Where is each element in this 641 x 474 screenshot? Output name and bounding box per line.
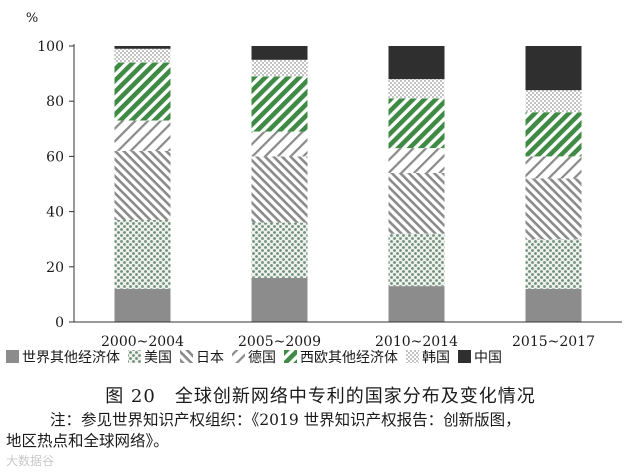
bar-segment-中国 [388, 46, 445, 80]
legend-label: 韩国 [422, 350, 450, 366]
y-tick-label: 40 [46, 205, 64, 221]
y-axis-label: % [26, 11, 38, 26]
x-tick-label: 2015~2017 [512, 334, 595, 350]
x-tick-label: 2010~2014 [375, 334, 458, 350]
bar-stack-2005~2009 [251, 46, 308, 322]
bar-segment-中国 [251, 46, 308, 60]
y-tick-label: 100 [37, 39, 64, 55]
legend-label: 世界其他经济体 [22, 350, 120, 366]
bar-segment-世界其他经济体 [251, 277, 308, 322]
bar-segment-美国 [525, 239, 582, 289]
legend-swatch [406, 350, 419, 363]
bar-segment-西欧其他经济体 [388, 98, 445, 149]
legend-swatch [458, 350, 471, 363]
legend-label: 西欧其他经济体 [300, 350, 398, 366]
y-tick-label: 60 [46, 149, 64, 165]
bar-segment-韩国 [251, 59, 308, 77]
note-line-2: 地区热点和全球网络》。 [6, 432, 169, 450]
bar-segment-西欧其他经济体 [525, 112, 582, 157]
legend-swatch [128, 350, 141, 363]
stacked-bar-chart: 0 20 40 60 80 100% 2000~2004 2005~2009 2010~2014… [6, 11, 622, 366]
bar-segment-韩国 [388, 79, 445, 99]
y-tick-label: 80 [46, 94, 64, 110]
legend-swatch [284, 350, 297, 363]
bar-segment-中国 [525, 46, 582, 91]
bar-segment-世界其他经济体 [388, 286, 445, 322]
bar-segment-美国 [114, 219, 171, 289]
bar-segment-美国 [251, 222, 308, 278]
bar-segment-美国 [388, 233, 445, 287]
bar-stack-2010~2014 [388, 46, 445, 322]
bar-segment-日本 [251, 156, 308, 223]
bar-segment-日本 [525, 178, 582, 240]
bar-segment-日本 [388, 172, 445, 234]
bar-segment-世界其他经济体 [525, 288, 582, 322]
legend-swatch [232, 350, 245, 363]
bar-segment-西欧其他经济体 [251, 76, 308, 132]
bar-segment-西欧其他经济体 [114, 62, 171, 121]
legend-label: 德国 [248, 350, 276, 366]
legend-item: 中国 [458, 350, 502, 366]
bar-segment-中国 [114, 46, 171, 49]
bar-stack-2015~2017 [525, 46, 582, 322]
bar-segment-德国 [388, 148, 445, 173]
note-line-1: 注：参见世界知识产权组织：《2019 世界知识产权报告：创新版图， [50, 411, 521, 429]
bar-segment-韩国 [114, 48, 171, 63]
legend-item: 韩国 [406, 350, 450, 366]
legend-item: 美国 [128, 350, 172, 366]
legend-label: 日本 [196, 350, 224, 366]
y-tick-label: 0 [55, 315, 64, 331]
bar-segment-德国 [251, 131, 308, 157]
watermark: 大数据谷 [6, 454, 55, 468]
legend-label: 美国 [144, 350, 172, 366]
legend-swatch [6, 350, 19, 363]
legend-label: 中国 [474, 350, 502, 366]
figure-note: 注：参见世界知识产权组织：《2019 世界知识产权报告：创新版图， 地区热点和全… [6, 410, 636, 452]
axes: 0 20 40 60 80 100% 2000~2004 2005~2009 2010~2014… [26, 11, 622, 350]
legend-item: 西欧其他经济体 [284, 350, 398, 366]
legend-item: 日本 [180, 350, 224, 366]
bar-segment-德国 [114, 120, 171, 151]
bar-segment-日本 [114, 150, 171, 220]
x-tick-label: 2000~2004 [101, 334, 184, 350]
x-tick-label: 2005~2009 [238, 334, 321, 350]
legend-item: 世界其他经济体 [6, 350, 120, 366]
bar-stack-2000~2004 [114, 46, 171, 322]
legend-swatch [180, 350, 193, 363]
bar-segment-德国 [525, 156, 582, 179]
bars [114, 46, 582, 322]
bar-segment-韩国 [525, 90, 582, 113]
figure-caption: 图 20 全球创新网络中专利的国家分布及变化情况 [105, 386, 536, 407]
legend: 世界其他经济体 美国 日本 德国 西欧其他经济体 韩国 中国 [6, 350, 502, 366]
y-tick-label: 20 [46, 260, 64, 276]
bar-segment-世界其他经济体 [114, 288, 171, 322]
legend-item: 德国 [232, 350, 276, 366]
